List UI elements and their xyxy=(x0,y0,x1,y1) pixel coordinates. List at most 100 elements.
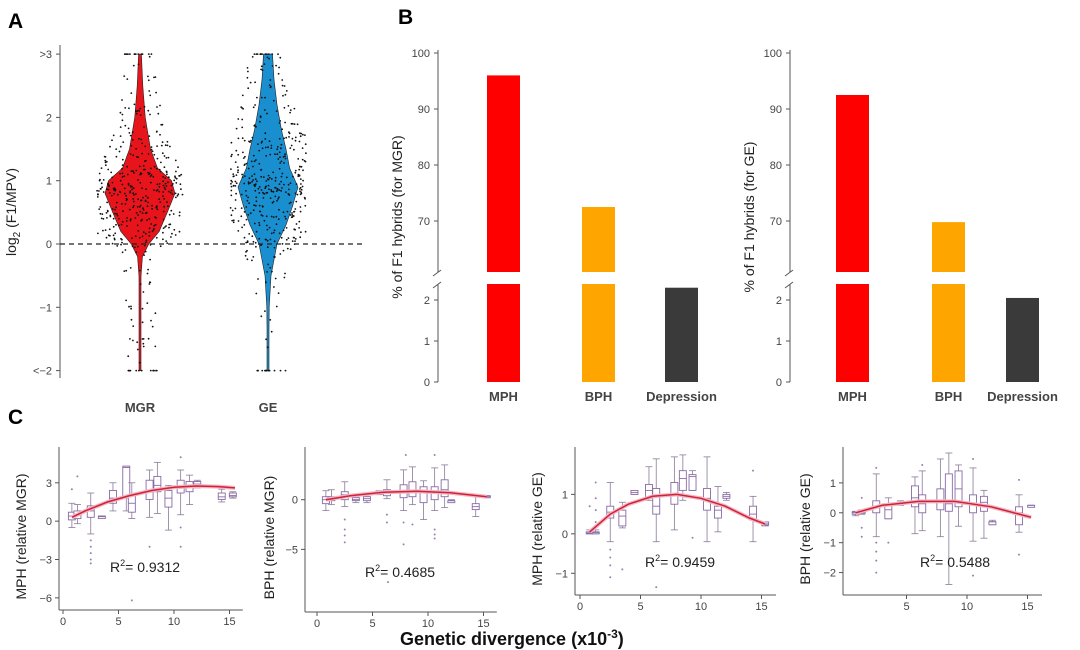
data-point xyxy=(170,189,173,192)
data-point xyxy=(235,192,238,195)
data-point xyxy=(124,249,127,251)
data-point xyxy=(127,107,130,110)
data-point xyxy=(129,219,132,222)
data-point xyxy=(251,235,254,238)
data-point xyxy=(147,171,149,174)
data-point xyxy=(245,218,248,221)
data-point xyxy=(299,210,302,213)
data-point xyxy=(262,176,265,179)
data-point xyxy=(300,191,303,194)
data-point xyxy=(127,127,130,130)
data-point xyxy=(121,241,123,244)
data-point xyxy=(266,271,268,273)
bar-mph-upper xyxy=(836,95,869,272)
data-point xyxy=(125,194,127,197)
data-point xyxy=(144,145,147,148)
data-point xyxy=(276,199,278,202)
data-point xyxy=(122,210,124,213)
data-point xyxy=(147,53,150,55)
data-point xyxy=(160,144,163,147)
x-tick-label: 0 xyxy=(60,616,66,628)
data-point xyxy=(288,188,290,191)
bar-depression xyxy=(665,287,698,382)
data-point xyxy=(108,228,111,231)
data-point xyxy=(100,188,102,190)
data-point xyxy=(277,218,280,221)
data-point xyxy=(285,136,288,139)
data-point xyxy=(115,206,117,209)
data-point xyxy=(158,186,161,188)
box xyxy=(408,481,417,498)
data-point xyxy=(255,230,258,233)
data-point xyxy=(108,192,111,194)
data-point xyxy=(159,245,162,248)
data-point xyxy=(243,139,246,142)
data-point xyxy=(234,161,237,164)
data-point xyxy=(170,184,173,187)
data-point xyxy=(141,235,144,238)
y-tick-label: 0 xyxy=(562,529,568,541)
fit-curve xyxy=(325,490,487,501)
data-point xyxy=(165,240,168,243)
data-point xyxy=(152,228,155,231)
outlier-point xyxy=(130,599,133,602)
data-point xyxy=(275,305,278,308)
data-point xyxy=(302,179,304,182)
outlier-point xyxy=(875,559,878,562)
data-point xyxy=(147,268,150,271)
y-tick-label: −1 xyxy=(555,568,568,580)
data-point xyxy=(304,204,307,207)
data-point xyxy=(290,122,293,125)
data-point xyxy=(230,185,233,188)
y-axis-label: log2 (F1/MPV) xyxy=(3,168,23,256)
data-point xyxy=(99,212,102,215)
data-point xyxy=(150,319,152,322)
y-tick-label: 1 xyxy=(424,336,430,348)
data-point xyxy=(131,188,133,191)
data-point xyxy=(267,263,269,266)
data-point xyxy=(273,286,275,288)
outlier-point xyxy=(594,497,597,500)
data-point xyxy=(171,193,174,196)
data-point xyxy=(144,250,147,253)
data-point xyxy=(266,112,268,115)
data-point xyxy=(280,190,282,192)
data-point xyxy=(156,208,159,211)
data-point xyxy=(292,215,295,217)
data-point xyxy=(170,209,173,212)
outlier-point xyxy=(875,571,878,574)
data-point xyxy=(132,170,135,173)
data-point xyxy=(175,170,177,173)
data-point xyxy=(240,215,243,218)
fit-curve xyxy=(71,485,236,518)
data-point xyxy=(128,305,130,308)
outlier-point xyxy=(691,536,694,539)
data-point xyxy=(253,125,256,127)
data-point xyxy=(272,99,275,102)
data-point xyxy=(121,220,124,223)
x-tick-label: 0 xyxy=(314,618,320,630)
y-tick-label: 70 xyxy=(418,216,430,228)
data-point xyxy=(294,238,297,240)
outlier-point xyxy=(433,528,436,531)
data-point xyxy=(135,147,138,150)
x-category-label: MGR xyxy=(125,400,156,415)
data-point xyxy=(289,147,292,150)
data-point xyxy=(129,153,132,156)
outlier-point xyxy=(385,521,388,524)
data-point xyxy=(137,198,140,201)
x-category-label: BPH xyxy=(935,389,962,404)
data-point xyxy=(247,213,250,216)
data-point xyxy=(247,70,249,73)
box xyxy=(652,487,661,515)
data-point xyxy=(253,222,256,225)
outlier-point xyxy=(433,533,436,536)
data-point xyxy=(169,145,171,148)
data-point xyxy=(125,220,128,222)
data-point xyxy=(266,228,269,231)
data-point xyxy=(152,175,155,178)
data-point xyxy=(285,176,288,179)
data-point xyxy=(150,174,153,177)
data-point xyxy=(256,96,258,99)
